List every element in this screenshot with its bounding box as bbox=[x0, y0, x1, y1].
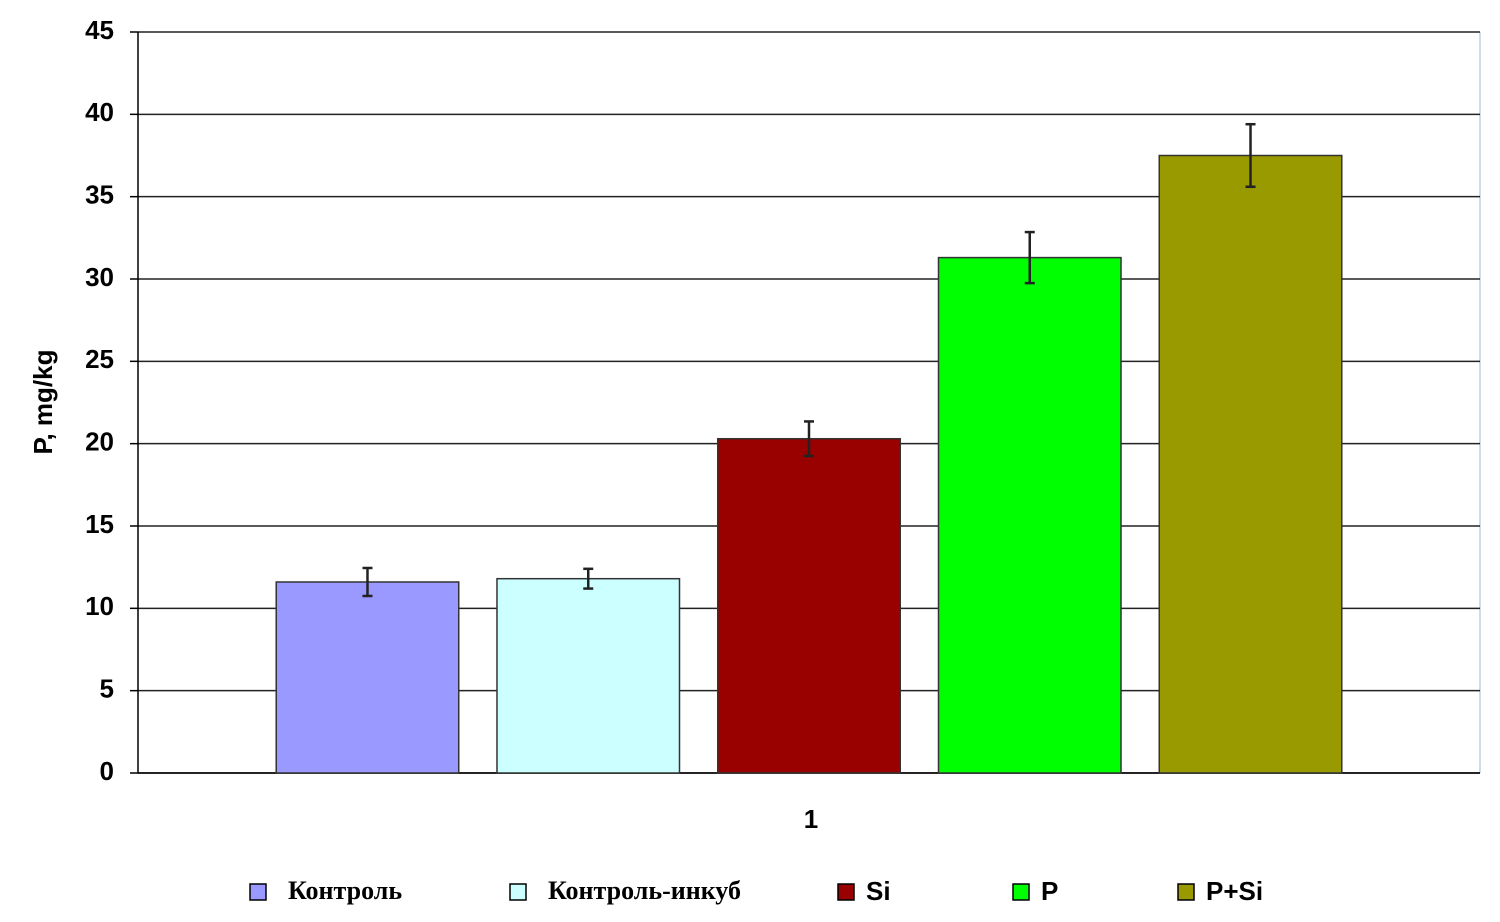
y-tick-label: 25 bbox=[85, 344, 114, 374]
y-tick-label: 15 bbox=[85, 509, 114, 539]
bar bbox=[496, 577, 681, 774]
y-tick-label: 10 bbox=[85, 591, 114, 621]
y-tick-label: 30 bbox=[85, 262, 114, 292]
legend-swatch bbox=[837, 883, 855, 901]
bar bbox=[937, 256, 1122, 774]
legend-label: P bbox=[1041, 876, 1058, 906]
legend-label: Контроль bbox=[288, 876, 402, 905]
y-axis-label: P, mg/kg bbox=[28, 349, 58, 454]
x-tick-label: 1 bbox=[804, 804, 818, 834]
legend-label: Контроль-инкуб bbox=[548, 876, 741, 905]
bar bbox=[716, 437, 902, 774]
bar bbox=[275, 581, 460, 774]
y-tick-label: 40 bbox=[85, 97, 114, 127]
y-tick-label: 5 bbox=[100, 674, 114, 704]
y-tick-label: 0 bbox=[100, 756, 114, 786]
y-tick-label: 35 bbox=[85, 180, 114, 210]
legend-label: P+Si bbox=[1206, 876, 1263, 906]
legend-swatch bbox=[249, 883, 267, 901]
legend-swatch bbox=[1012, 883, 1030, 901]
legend-swatch bbox=[1177, 883, 1195, 901]
y-tick-label: 20 bbox=[85, 427, 114, 457]
bar bbox=[1158, 154, 1343, 774]
y-tick-label: 45 bbox=[85, 15, 114, 45]
legend-swatch bbox=[509, 883, 527, 901]
legend-label: Si bbox=[866, 876, 891, 906]
